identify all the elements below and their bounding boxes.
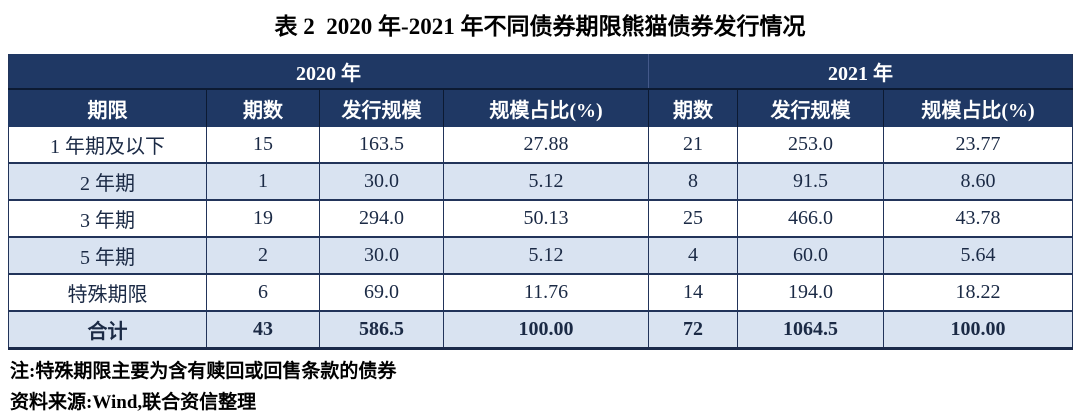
page-title: 表 2 2020 年-2021 年不同债券期限熊猫债券发行情况 [274, 14, 806, 39]
table-cell: 5.12 [443, 236, 649, 274]
table-cell: 30.0 [319, 162, 444, 200]
table-cell: 253.0 [737, 127, 884, 163]
table-cell: 21 [648, 127, 738, 163]
table-cell: 14 [648, 273, 738, 311]
table-cell: 5.64 [883, 236, 1073, 274]
table-cell: 25 [648, 199, 738, 237]
year-header-2021: 2021 年 [648, 54, 1073, 90]
table-cell: 466.0 [737, 199, 884, 237]
column-header-count-2021: 期数 [648, 89, 738, 127]
table-cell: 91.5 [737, 162, 884, 200]
column-header-count-2020: 期数 [206, 89, 320, 127]
table-cell: 294.0 [319, 199, 444, 237]
table-cell: 27.88 [443, 127, 649, 163]
column-header-scale-2021: 发行规模 [737, 89, 884, 127]
table-cell: 15 [206, 127, 320, 163]
table-row-3y: 3 年期 19 294.0 50.13 25 466.0 43.78 [8, 199, 1073, 237]
table-cell: 合计 [8, 310, 207, 349]
table-cell: 43.78 [883, 199, 1073, 237]
table-cell: 8.60 [883, 162, 1073, 200]
table-cell: 19 [206, 199, 320, 237]
column-header-row: 期限 期数 发行规模 规模占比(%) 期数 发行规模 规模占比(%) [8, 89, 1073, 127]
table-row-2y: 2 年期 1 30.0 5.12 8 91.5 8.60 [8, 162, 1073, 200]
table-cell: 11.76 [443, 273, 649, 311]
table-cell: 18.22 [883, 273, 1073, 311]
table-cell: 100.00 [883, 310, 1073, 349]
table-cell: 23.77 [883, 127, 1073, 163]
table-cell: 1064.5 [737, 310, 884, 349]
table-cell: 5 年期 [8, 236, 207, 274]
table-row-total: 合计 43 586.5 100.00 72 1064.5 100.00 [8, 310, 1073, 349]
table-cell: 50.13 [443, 199, 649, 237]
table-row-1y: 1 年期及以下 15 163.5 27.88 21 253.0 23.77 [8, 127, 1073, 163]
year-header-2020: 2020 年 [8, 54, 649, 90]
table-cell: 特殊期限 [8, 273, 207, 311]
table-cell: 69.0 [319, 273, 444, 311]
table-cell: 1 [206, 162, 320, 200]
table-cell: 163.5 [319, 127, 444, 163]
source-line: 资料来源:Wind,联合资信整理 [10, 392, 257, 413]
table-row-5y: 5 年期 2 30.0 5.12 4 60.0 5.64 [8, 236, 1073, 274]
column-header-scale-2020: 发行规模 [319, 89, 444, 127]
table-row-special: 特殊期限 6 69.0 11.76 14 194.0 18.22 [8, 273, 1073, 311]
table-cell: 60.0 [737, 236, 884, 274]
table-cell: 6 [206, 273, 320, 311]
table-cell: 1 年期及以下 [8, 127, 207, 163]
table-cell: 100.00 [443, 310, 649, 349]
year-header-row: 2020 年 2021 年 [8, 54, 1073, 90]
table-cell: 2 [206, 236, 320, 274]
note-line: 注:特殊期限主要为含有赎回或回售条款的债券 [10, 361, 397, 382]
table-cell: 8 [648, 162, 738, 200]
column-header-share-2020: 规模占比(%) [443, 89, 649, 127]
column-header-term: 期限 [8, 89, 207, 127]
bonds-table-container: 2020 年 2021 年 期限 期数 发行规模 规模占比(%) 期数 发行规模… [8, 54, 1073, 350]
table-cell: 194.0 [737, 273, 884, 311]
table-cell: 72 [648, 310, 738, 349]
table-cell: 3 年期 [8, 199, 207, 237]
table-cell: 586.5 [319, 310, 444, 349]
table-cell: 43 [206, 310, 320, 349]
table-cell: 4 [648, 236, 738, 274]
footnotes: 注:特殊期限主要为含有赎回或回售条款的债券 资料来源:Wind,联合资信整理 [10, 356, 396, 418]
table-cell: 2 年期 [8, 162, 207, 200]
table-cell: 5.12 [443, 162, 649, 200]
table-cell: 30.0 [319, 236, 444, 274]
column-header-share-2021: 规模占比(%) [883, 89, 1073, 127]
bonds-table: 2020 年 2021 年 期限 期数 发行规模 规模占比(%) 期数 发行规模… [8, 54, 1073, 350]
